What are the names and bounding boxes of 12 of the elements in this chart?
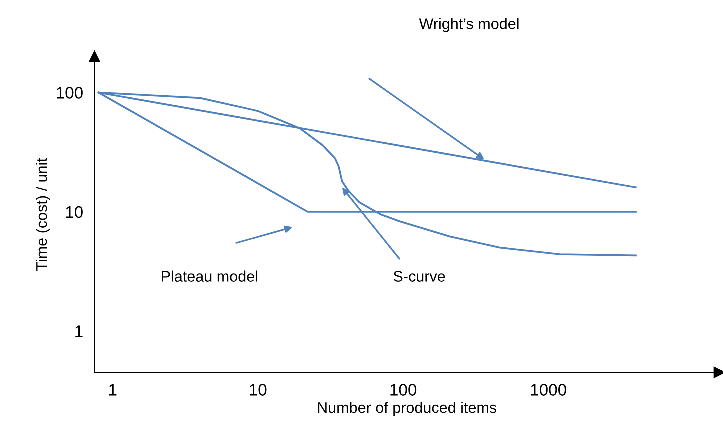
- y-tick-label: 100: [57, 87, 83, 99]
- text: Wright’s model: [419, 18, 519, 32]
- y-tick-label: 1: [76, 326, 83, 338]
- x-tick-label: 10: [250, 384, 267, 396]
- annotation: Plateau model: [162, 270, 258, 282]
- y-axis-title: Time (cost) / unit: [36, 158, 50, 271]
- y-tick-label: 10: [66, 206, 83, 218]
- x-axis-title: Number of produced items: [318, 402, 497, 416]
- x-tick-label: 100: [390, 384, 417, 396]
- x-tick-label: 1000: [531, 384, 566, 396]
- annotation: S-curve: [394, 271, 446, 282]
- x-tick-label: 1: [109, 384, 117, 396]
